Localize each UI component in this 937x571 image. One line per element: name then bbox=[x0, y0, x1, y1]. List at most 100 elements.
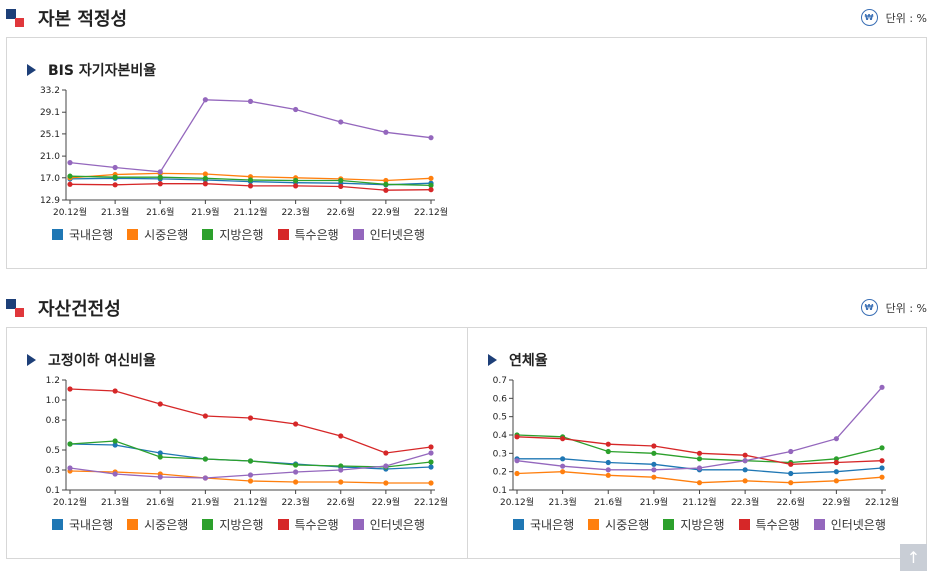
legend-item[interactable]: 시중은행 bbox=[588, 516, 649, 533]
data-point bbox=[383, 450, 389, 456]
x-tick-label: 21.6월 bbox=[146, 496, 174, 508]
legend-item[interactable]: 국내은행 bbox=[513, 516, 574, 533]
data-point bbox=[112, 438, 118, 444]
data-point bbox=[67, 441, 73, 447]
x-tick-label: 21.3월 bbox=[548, 496, 576, 508]
data-point bbox=[788, 470, 794, 477]
data-point bbox=[293, 106, 299, 113]
unit-label: ₩ 단위 : % bbox=[860, 9, 927, 26]
legend-item[interactable]: 특수은행 bbox=[277, 226, 339, 243]
legend-label: 국내은행 bbox=[530, 518, 575, 532]
data-point bbox=[383, 181, 389, 187]
x-tick-label: 20.12월 bbox=[53, 206, 87, 218]
legend-swatch bbox=[52, 229, 63, 240]
data-point bbox=[560, 436, 566, 442]
data-point bbox=[651, 474, 657, 480]
chart-legend: 국내은행 시중은행 지방은행 특수은행 인터넷은행 bbox=[513, 516, 886, 533]
legend-item[interactable]: 시중은행 bbox=[127, 226, 188, 243]
y-tick-label: 12.9 bbox=[40, 196, 60, 206]
data-point bbox=[560, 456, 566, 462]
legend-item[interactable]: 지방은행 bbox=[663, 516, 725, 533]
x-tick-label: 20.12월 bbox=[53, 496, 87, 508]
data-point bbox=[651, 467, 657, 473]
legend-item[interactable]: 특수은행 bbox=[277, 516, 339, 533]
legend-label: 지방은행 bbox=[680, 518, 725, 532]
data-point bbox=[651, 461, 657, 467]
x-tick-label: 21.9월 bbox=[191, 496, 219, 508]
data-point bbox=[879, 445, 885, 451]
data-point bbox=[247, 415, 254, 421]
legend-label: 시중은행 bbox=[605, 518, 650, 532]
x-tick-label: 21.12월 bbox=[233, 496, 267, 508]
data-point bbox=[696, 480, 703, 486]
unit-text: 단위 : % bbox=[885, 301, 927, 315]
section-title: 자본 적정성 bbox=[38, 9, 128, 30]
x-tick-label: 22.6월 bbox=[777, 496, 805, 508]
data-point bbox=[67, 465, 73, 471]
y-tick-label: 0.3 bbox=[493, 449, 507, 459]
y-tick-label: 0.5 bbox=[493, 413, 507, 423]
data-point bbox=[247, 177, 254, 183]
data-point bbox=[428, 187, 434, 193]
legend-swatch bbox=[127, 229, 139, 240]
data-point bbox=[157, 454, 163, 460]
scroll-top-button[interactable]: ↑ bbox=[900, 544, 927, 571]
x-tick-label: 21.6월 bbox=[594, 496, 622, 508]
data-point bbox=[605, 441, 611, 447]
legend-item[interactable]: 국내은행 bbox=[52, 516, 113, 533]
data-point bbox=[383, 480, 389, 486]
data-point bbox=[833, 456, 839, 462]
data-point bbox=[879, 465, 885, 471]
y-tick-label: 0.2 bbox=[493, 468, 507, 478]
legend-swatch bbox=[663, 519, 675, 530]
data-point bbox=[428, 135, 434, 141]
data-point bbox=[605, 472, 611, 478]
data-point bbox=[157, 174, 163, 180]
x-tick-label: 21.3월 bbox=[101, 496, 129, 508]
legend-item[interactable]: 지방은행 bbox=[202, 516, 264, 533]
x-tick-label: 20.12월 bbox=[500, 496, 534, 508]
data-point bbox=[651, 443, 657, 449]
data-point bbox=[833, 459, 839, 466]
y-tick-label: 0.3 bbox=[46, 466, 60, 476]
data-point bbox=[112, 471, 118, 477]
line-chart-bis: 12.9 17.0 21.0 25.1 29.1 33.2 20.12월 21.3월 21.6월… bbox=[40, 86, 448, 218]
x-tick-label: 22.9월 bbox=[822, 496, 850, 508]
y-tick-label: 0.6 bbox=[493, 394, 508, 404]
data-point bbox=[879, 458, 885, 464]
data-point bbox=[788, 448, 794, 455]
x-tick-label: 21.6월 bbox=[146, 206, 174, 218]
x-tick-label: 22.6월 bbox=[327, 206, 355, 218]
chart-legend: 국내은행 시중은행 지방은행 특수은행 인터넷은행 bbox=[52, 226, 425, 243]
section-bullet-icon bbox=[6, 9, 24, 27]
legend-label: 인터넷은행 bbox=[830, 518, 886, 532]
x-tick-label: 22.12월 bbox=[865, 496, 899, 508]
x-tick-label: 22.9월 bbox=[372, 206, 400, 218]
data-point bbox=[293, 462, 299, 468]
legend-item[interactable]: 인터넷은행 bbox=[352, 226, 425, 243]
data-point bbox=[428, 459, 434, 465]
data-point bbox=[157, 401, 163, 407]
legend-item[interactable]: 국내은행 bbox=[52, 226, 113, 243]
legend-swatch bbox=[352, 519, 364, 530]
data-point bbox=[788, 461, 794, 467]
chart-title: 연체율 bbox=[488, 350, 548, 370]
x-tick-label: 21.12월 bbox=[682, 496, 716, 508]
data-point bbox=[605, 448, 611, 455]
y-tick-label: 33.2 bbox=[40, 86, 60, 96]
legend-item[interactable]: 지방은행 bbox=[202, 226, 264, 243]
legend-item[interactable]: 시중은행 bbox=[127, 516, 188, 533]
section-title: 자산건전성 bbox=[38, 299, 121, 320]
legend-item[interactable]: 인터넷은행 bbox=[813, 516, 886, 533]
series-line bbox=[69, 388, 432, 454]
data-point bbox=[202, 181, 208, 187]
data-point bbox=[338, 467, 344, 473]
data-point bbox=[428, 444, 434, 450]
data-point bbox=[338, 183, 344, 190]
section-bullet-icon bbox=[6, 299, 24, 317]
x-tick-label: 21.12월 bbox=[233, 206, 267, 218]
legend-item[interactable]: 인터넷은행 bbox=[352, 516, 425, 533]
legend-item[interactable]: 특수은행 bbox=[738, 516, 800, 533]
triangle-right-icon bbox=[27, 354, 36, 366]
legend-swatch bbox=[202, 229, 214, 240]
